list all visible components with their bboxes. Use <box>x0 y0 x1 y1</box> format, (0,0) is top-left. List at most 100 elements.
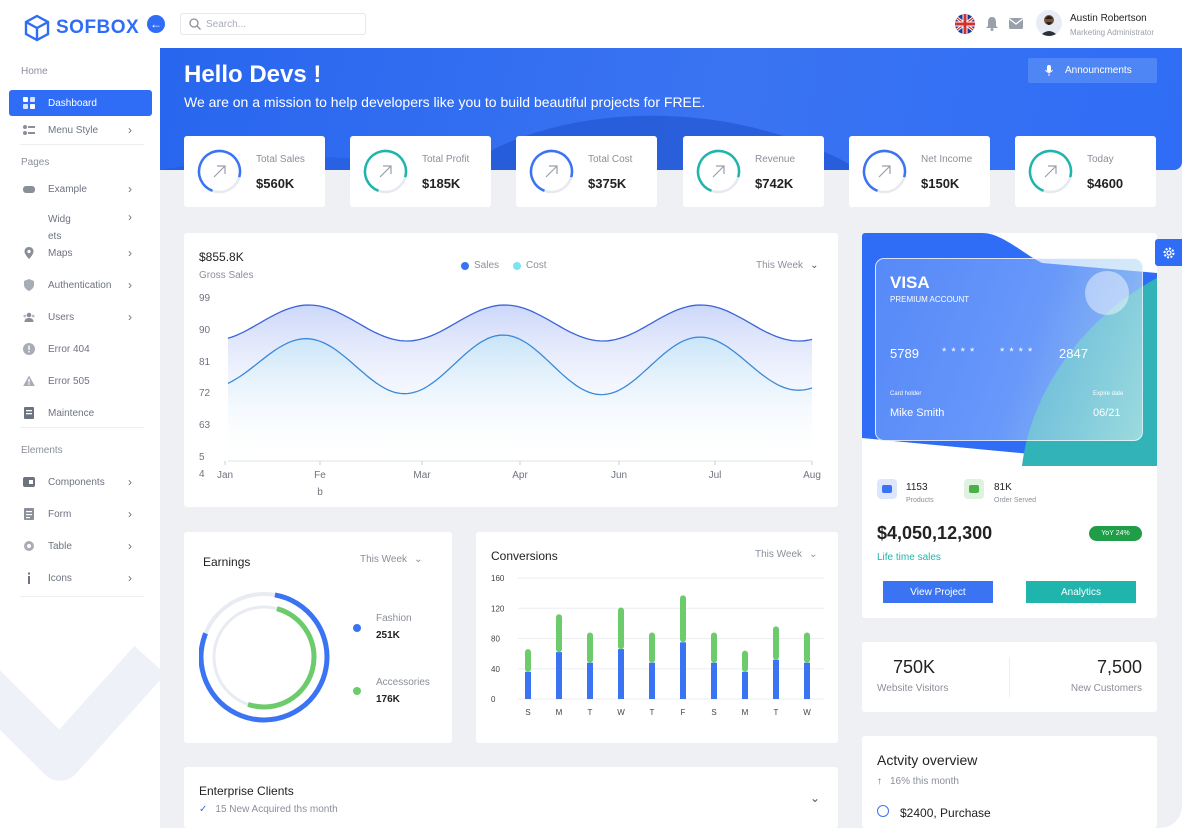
bar-green[interactable] <box>773 626 779 660</box>
bar-green[interactable] <box>711 632 717 663</box>
chevron-right-icon: › <box>128 182 132 196</box>
sidebar-item-authentication[interactable]: Authentication › <box>9 272 152 298</box>
trend-ring-icon <box>1028 149 1073 194</box>
bar-green[interactable] <box>680 595 686 643</box>
stat-card-today[interactable]: Today $4600 <box>1015 136 1156 207</box>
sidebar-item-table[interactable]: Table › <box>9 533 152 559</box>
conversions-period-dropdown[interactable]: This Week ⌄ <box>755 549 817 560</box>
bell-icon[interactable] <box>986 17 998 31</box>
sidebar-item-components[interactable]: Components › <box>9 469 152 495</box>
lifetime-sales-value: $4,050,12,300 <box>877 523 993 543</box>
bar-green[interactable] <box>587 632 593 663</box>
x-tick-label: Jan <box>217 470 233 481</box>
section-label-elements: Elements <box>21 445 63 456</box>
gross-period-dropdown[interactable]: This Week ⌄ <box>756 260 818 271</box>
accessories-value: 176K <box>376 694 400 705</box>
bar-blue[interactable] <box>587 662 593 699</box>
sidebar-item-form[interactable]: Form › <box>9 501 152 527</box>
visa-account-type: PREMIUM ACCOUNT <box>890 295 970 304</box>
x-tick-label: W <box>803 708 811 717</box>
sidebar-divider <box>20 596 144 597</box>
stat-card-net-income[interactable]: Net Income $150K <box>849 136 990 207</box>
bar-green[interactable] <box>804 632 810 663</box>
user-name: Austin Robertson <box>1070 13 1147 24</box>
announcements-button[interactable]: Announcments <box>1028 58 1157 83</box>
bar-blue[interactable] <box>525 671 531 699</box>
bar-blue[interactable] <box>804 662 810 699</box>
bar-blue[interactable] <box>742 671 748 699</box>
bar-blue[interactable] <box>680 642 686 699</box>
chevron-right-icon: › <box>128 507 132 521</box>
chevron-down-icon: ⌄ <box>809 549 818 560</box>
sidebar-item-maintence[interactable]: Maintence <box>9 400 152 426</box>
enterprise-clients-card: Enterprise Clients ✓ 15 New Acquired ths … <box>184 767 838 828</box>
stat-card-total-cost[interactable]: Total Cost $375K <box>516 136 657 207</box>
stat-card-total-profit[interactable]: Total Profit $185K <box>350 136 491 207</box>
accessories-swatch <box>353 687 361 695</box>
sidebar-item-error-404[interactable]: Error 404 <box>9 336 152 362</box>
logo-icon <box>24 14 50 42</box>
products-icon <box>877 479 897 499</box>
activity-card: Actvity overview ↑ 16% this month $2400, … <box>862 736 1157 828</box>
chevron-right-icon: › <box>128 310 132 324</box>
brand-logo[interactable]: SOFBOX <box>22 13 139 43</box>
lifetime-sales-label: Life time sales <box>877 552 941 563</box>
stat-label: Total Sales <box>256 154 305 165</box>
collapse-sidebar-button[interactable]: ← <box>147 15 165 33</box>
sidebar-item-users[interactable]: Users › <box>9 304 152 330</box>
sidebar-item-dashboard[interactable]: Dashboard <box>9 90 152 116</box>
legend-sales-swatch <box>461 261 469 270</box>
bar-blue[interactable] <box>649 662 655 699</box>
mail-icon[interactable] <box>1009 18 1023 29</box>
cart-icon <box>964 479 984 499</box>
check-icon: ✓ <box>199 804 208 815</box>
bar-green[interactable] <box>649 632 655 663</box>
legend-cost[interactable]: Cost <box>513 260 547 271</box>
earnings-period-dropdown[interactable]: This Week ⌄ <box>360 554 422 565</box>
bar-blue[interactable] <box>618 649 624 699</box>
activity-bullet <box>877 805 889 817</box>
bar-green[interactable] <box>618 607 624 650</box>
view-project-button[interactable]: View Project <box>883 581 993 603</box>
x-tick-label: M <box>556 708 563 717</box>
fashion-value: 251K <box>376 630 400 641</box>
sidebar-item-label: Widg ets <box>48 214 71 242</box>
bar-green[interactable] <box>556 614 562 653</box>
bar-green[interactable] <box>525 649 531 672</box>
chevron-down-icon: ⌄ <box>810 260 819 271</box>
sidebar-item-menu-style[interactable]: Menu Style › <box>9 117 152 143</box>
chevron-right-icon: › <box>128 278 132 292</box>
x-tick-label: T <box>650 708 655 717</box>
grid-icon <box>23 97 35 109</box>
trend-ring-icon <box>862 149 907 194</box>
avatar[interactable] <box>1036 10 1062 36</box>
settings-button[interactable] <box>1155 239 1182 266</box>
sidebar-item-maps[interactable]: Maps › <box>9 240 152 266</box>
enterprise-title: Enterprise Clients <box>199 784 294 798</box>
expand-chevron-icon[interactable]: ⌄ <box>810 791 821 805</box>
chevron-down-icon: ⌄ <box>414 554 423 565</box>
bar-blue[interactable] <box>556 652 562 699</box>
stat-label: Total Profit <box>422 154 470 165</box>
customers-label: New Customers <box>1070 683 1142 694</box>
sidebar-item-label: Maps <box>48 247 73 259</box>
cost-line <box>227 334 813 396</box>
legend-sales[interactable]: Sales <box>461 260 499 271</box>
visa-card[interactable]: VISA PREMIUM ACCOUNT 5789 * * * * * * * … <box>875 258 1143 441</box>
stat-card-total-sales[interactable]: Total Sales $560K <box>184 136 325 207</box>
bar-blue[interactable] <box>773 659 779 699</box>
fashion-swatch <box>353 624 361 632</box>
sidebar-item-example[interactable]: Example › <box>9 176 152 202</box>
bar-blue[interactable] <box>711 662 717 699</box>
card-number-group-1: 5789 <box>890 346 919 361</box>
sidebar-item-error-505[interactable]: Error 505 <box>9 368 152 394</box>
trend-ring-icon <box>363 149 408 194</box>
search-input[interactable]: Search... <box>180 13 366 35</box>
analytics-button[interactable]: Analytics <box>1026 581 1136 603</box>
sidebar-item-icons[interactable]: Icons › <box>9 565 152 591</box>
uk-flag-icon[interactable] <box>955 14 975 34</box>
stat-card-revenue[interactable]: Revenue $742K <box>683 136 824 207</box>
sidebar-item-widgets[interactable]: Widg ets › <box>9 208 152 242</box>
bar-green[interactable] <box>742 650 748 672</box>
y-tick-label: 90 <box>199 325 211 336</box>
